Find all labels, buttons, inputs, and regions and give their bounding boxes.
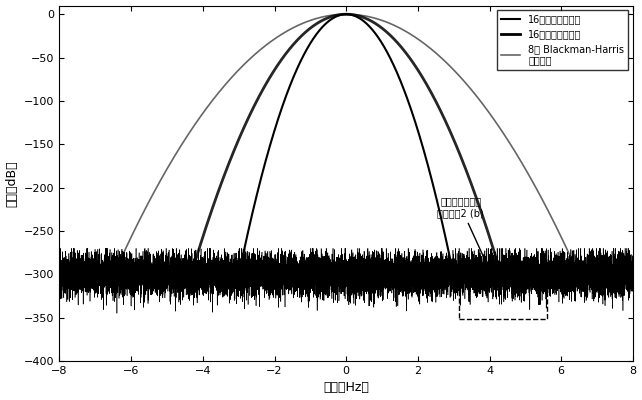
X-axis label: 频率（Hz）: 频率（Hz） bbox=[323, 382, 369, 394]
Legend: 16阶汉宁自卷积窗, 16阶矩形自卷积窗, 8阶 Blackman-Harris
自卷积窗: 16阶汉宁自卷积窗, 16阶矩形自卷积窗, 8阶 Blackman-Harris… bbox=[497, 10, 628, 70]
Y-axis label: 幅度（dB）: 幅度（dB） bbox=[6, 160, 19, 207]
Text: 此处加测的具体
细节见图2 (b): 此处加测的具体 细节见图2 (b) bbox=[437, 196, 488, 266]
Bar bbox=[459, 264, 547, 320]
